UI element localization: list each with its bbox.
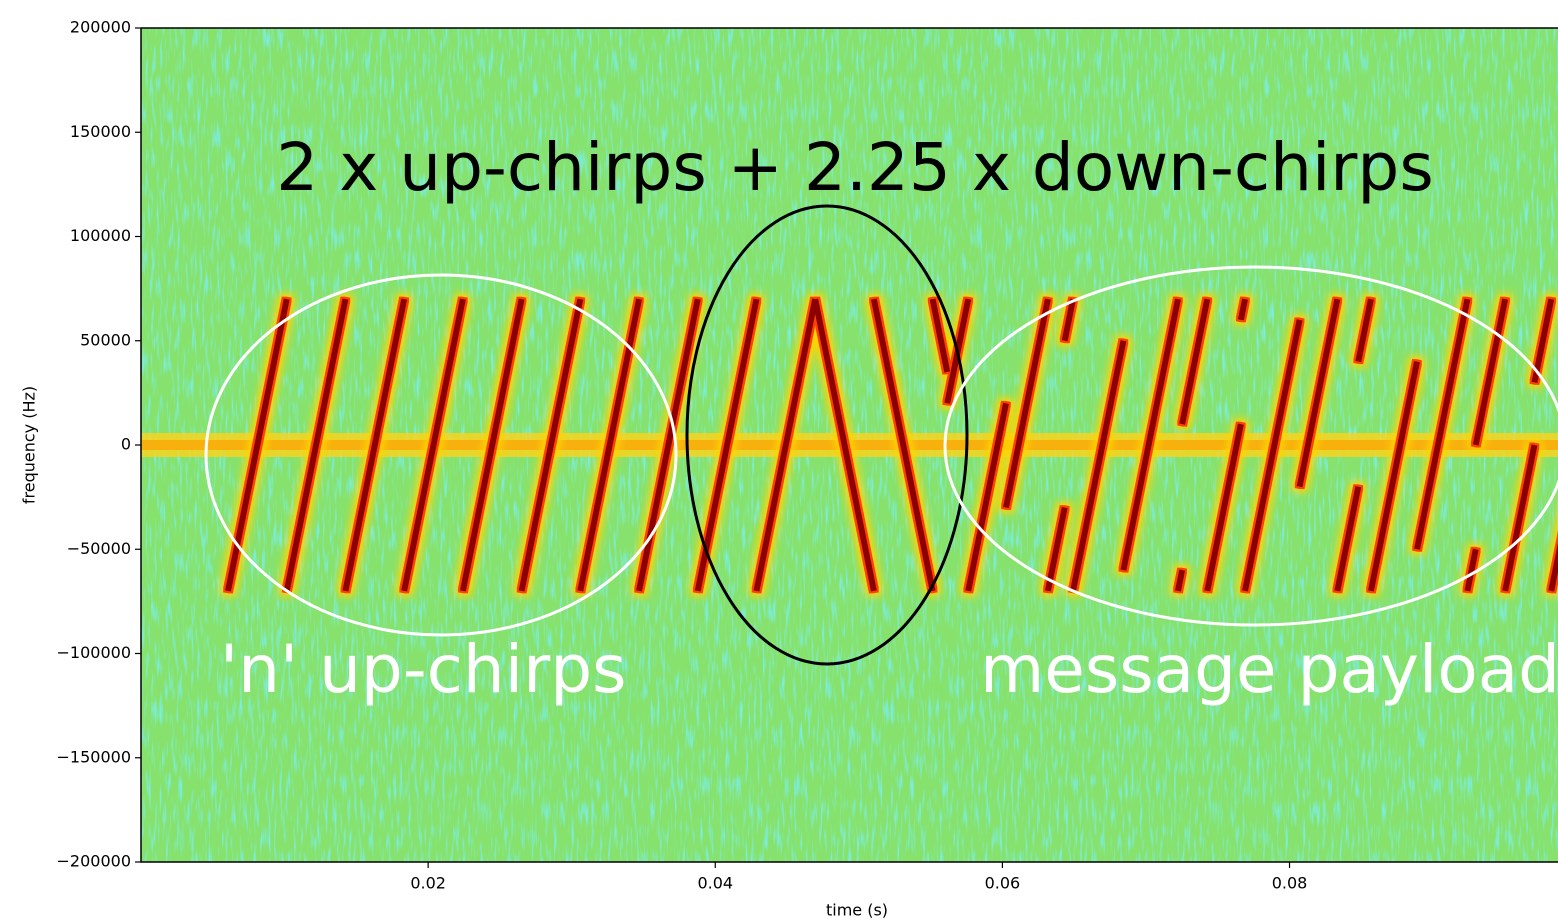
chart: 2 x up-chirps + 2.25 x down-chirps 'n' u… xyxy=(0,0,1558,921)
y-tick-label: 150000 xyxy=(70,122,131,141)
y-axis-label: frequency (Hz) xyxy=(20,386,39,504)
y-tick-label: −150000 xyxy=(57,747,131,766)
y-tick-label: −100000 xyxy=(57,643,131,662)
y-tick-label: 50000 xyxy=(80,330,131,349)
carrier-core xyxy=(141,440,1558,450)
x-tick-label: 0.04 xyxy=(697,874,733,893)
y-tick-label: −50000 xyxy=(67,539,131,558)
y-tick-label: 100000 xyxy=(70,226,131,245)
y-tick-label: −200000 xyxy=(57,852,131,871)
annotation: 2 x up-chirps + 2.25 x down-chirps xyxy=(276,129,1433,206)
x-tick-label: 0.06 xyxy=(985,874,1021,893)
x-tick-label: 0.02 xyxy=(410,874,446,893)
y-tick-label: 0 xyxy=(121,435,131,454)
annotation: message payload xyxy=(980,631,1558,708)
annotation: 'n' up-chirps xyxy=(220,631,627,708)
plot-area: 2 x up-chirps + 2.25 x down-chirps 'n' u… xyxy=(141,28,1558,862)
x-tick-label: 0.08 xyxy=(1272,874,1308,893)
x-axis-label: time (s) xyxy=(826,901,888,920)
y-tick-label: 200000 xyxy=(70,18,131,37)
